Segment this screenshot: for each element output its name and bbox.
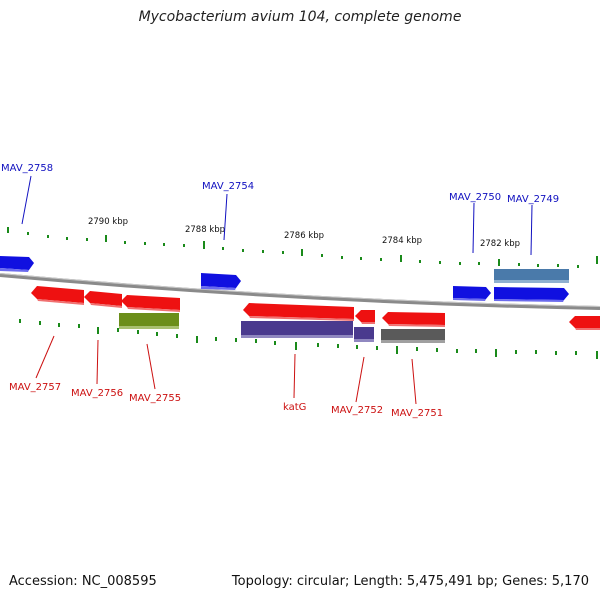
gene-label-mav-2758[interactable]: MAV_2758 xyxy=(1,163,53,174)
topology-info: Topology: circular; Length: 5,475,491 bp… xyxy=(231,574,589,589)
genome-backbone xyxy=(0,273,600,310)
gene-mav-2752-cds-bar[interactable] xyxy=(354,327,374,342)
gene-label-katg[interactable]: katG xyxy=(283,402,306,413)
ruler-label: 2784 kbp xyxy=(382,236,422,246)
top-label-leaders xyxy=(21,175,533,256)
ruler-label: 2788 kbp xyxy=(185,225,225,235)
gene-mav-2755-cds-bar[interactable] xyxy=(119,313,179,329)
gene-label-mav-2749[interactable]: MAV_2749 xyxy=(507,194,559,205)
gene-edge-right-arrow[interactable] xyxy=(569,316,600,330)
genome-title: Mycobacterium avium 104, complete genome xyxy=(138,9,462,25)
gene-katg-arrow[interactable] xyxy=(243,303,354,321)
gene-mav-2750-arrow[interactable] xyxy=(453,286,491,301)
gene-mav-2758-arrow[interactable] xyxy=(0,256,34,272)
ruler-label: 2782 kbp xyxy=(480,239,520,249)
gene-label-mav-2756[interactable]: MAV_2756 xyxy=(71,388,123,399)
gene-mav-2751-cds-bar[interactable] xyxy=(381,329,445,343)
gene-mav-2752-arrow[interactable] xyxy=(355,310,375,324)
gene-label-mav-2754[interactable]: MAV_2754 xyxy=(202,181,254,192)
gene-mav-2757-arrow[interactable] xyxy=(31,286,84,305)
accession-info: Accession: NC_008595 xyxy=(9,574,157,589)
gene-label-mav-2755[interactable]: MAV_2755 xyxy=(129,393,181,404)
gene-katg-cds-bar[interactable] xyxy=(241,321,353,338)
gene-label-mav-2757[interactable]: MAV_2757 xyxy=(9,382,61,393)
gene-mav-2751-arrow[interactable] xyxy=(382,312,445,327)
gene-mav-2754-arrow[interactable] xyxy=(201,273,241,290)
gene-label-mav-2752[interactable]: MAV_2752 xyxy=(331,405,383,416)
forward-genes xyxy=(0,256,569,302)
ruler-label: 2786 kbp xyxy=(284,231,324,241)
gene-mav-2749-arrow[interactable] xyxy=(494,287,569,302)
upper-ruler xyxy=(7,227,598,268)
gene-label-mav-2750[interactable]: MAV_2750 xyxy=(449,192,501,203)
gene-label-mav-2751[interactable]: MAV_2751 xyxy=(391,408,443,419)
gene-mav-2756-arrow[interactable] xyxy=(84,291,122,308)
gene-mav-2755-arrow[interactable] xyxy=(121,295,180,312)
ruler-label: 2790 kbp xyxy=(88,217,128,227)
lower-ruler xyxy=(19,319,598,359)
gene-mav-2749-cds-bar[interactable] xyxy=(494,269,569,283)
bottom-label-leaders xyxy=(35,335,417,405)
reverse-genes xyxy=(31,286,600,343)
